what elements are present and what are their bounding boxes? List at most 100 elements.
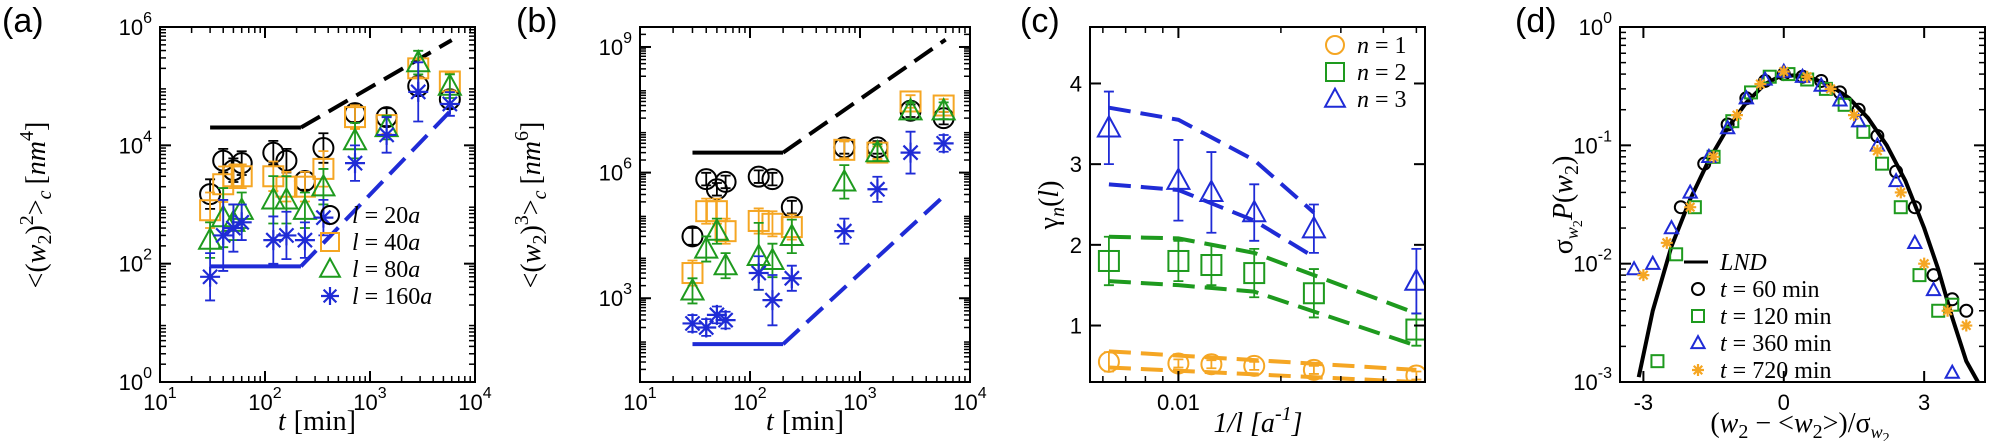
y-tick-label: 4 xyxy=(1070,71,1082,96)
data-point xyxy=(1730,109,1743,122)
legend-label: n = 1 xyxy=(1357,33,1407,59)
x-axis-label-b: t [min] xyxy=(766,406,844,437)
y-tick-label: 104 xyxy=(119,128,152,158)
legend-marker xyxy=(318,256,342,278)
error-bar xyxy=(1249,360,1260,371)
error-bar xyxy=(1173,239,1184,283)
data-point xyxy=(704,217,730,241)
data-point xyxy=(230,165,253,188)
x-tick-label: 103 xyxy=(843,385,876,415)
legend-label: t = 720 min xyxy=(1720,358,1832,384)
data-point xyxy=(897,97,924,121)
data-point xyxy=(1403,267,1425,291)
data-point xyxy=(712,252,739,276)
data-point xyxy=(759,246,786,271)
data-point xyxy=(1856,124,1871,139)
data-point xyxy=(276,225,297,246)
data-point xyxy=(1302,282,1325,305)
data-point xyxy=(1650,354,1665,369)
data-point xyxy=(213,225,234,246)
data-point xyxy=(1906,233,1924,250)
y-axis-label-d: σw2P(w2) xyxy=(1548,156,1586,255)
legend-marker xyxy=(1325,35,1345,55)
x-tick-label: 104 xyxy=(953,385,986,415)
reference-line xyxy=(1108,349,1417,372)
y-tick-label: 3 xyxy=(1070,152,1082,177)
data-point xyxy=(1889,164,1904,179)
data-point xyxy=(1301,215,1327,239)
error-bar xyxy=(1249,183,1260,242)
legend-marker xyxy=(1691,309,1705,323)
error-bar xyxy=(767,210,778,238)
data-point xyxy=(1660,236,1673,249)
data-point xyxy=(781,268,802,289)
data-point xyxy=(1243,354,1266,377)
reference-line xyxy=(1108,234,1418,316)
legend-label: l = 80a xyxy=(352,257,420,283)
data-point xyxy=(292,196,318,220)
y-tick-label: 10-3 xyxy=(1573,365,1612,395)
data-point xyxy=(200,266,221,287)
data-point xyxy=(197,226,223,250)
reference-line xyxy=(1108,279,1418,348)
data-point xyxy=(1871,144,1884,157)
x-axis-label-d: (w2 − <w2>)/σw2 xyxy=(1710,408,1889,441)
legend-marker xyxy=(320,232,340,252)
panel-label-a: (a) xyxy=(2,2,44,40)
data-point xyxy=(1167,249,1190,272)
data-point xyxy=(834,221,855,242)
data-point xyxy=(1912,268,1927,283)
error-bar xyxy=(720,174,731,190)
chart-panel-b: 101 102 103 104 103 106 109 t [min] <(w2)3>c[nm… xyxy=(511,26,987,437)
data-point xyxy=(223,218,244,239)
x-tick-label: 3 xyxy=(1918,390,1930,415)
data-point xyxy=(1096,114,1122,138)
x-axis-label-a: t [min] xyxy=(278,406,356,437)
x-tick-label: 0.01 xyxy=(1157,390,1200,415)
plot-area xyxy=(1096,90,1425,382)
data-point xyxy=(1870,128,1885,143)
legend-label: t = 120 min xyxy=(1720,304,1832,330)
x-tick-label: 101 xyxy=(623,385,656,415)
error-bar xyxy=(701,171,712,187)
legend-marker xyxy=(320,205,340,225)
reference-line xyxy=(1108,365,1417,382)
data-point xyxy=(1925,280,1942,297)
data-point xyxy=(1875,156,1890,171)
error-bar xyxy=(767,171,778,187)
data-point xyxy=(1758,73,1773,88)
y-tick-label: 109 xyxy=(599,30,632,60)
legend-label: LND xyxy=(1719,250,1767,276)
data-point xyxy=(1738,89,1755,105)
data-point xyxy=(1707,150,1720,163)
data-point xyxy=(1887,171,1905,188)
data-point xyxy=(864,139,891,163)
x-tick-label: 104 xyxy=(458,385,491,415)
y-axis-label-b: <(w2)3>c[nm6] xyxy=(511,122,551,289)
data-point xyxy=(1200,254,1223,277)
reference-line xyxy=(781,37,947,155)
data-point xyxy=(933,133,954,154)
error-bar xyxy=(1173,358,1184,369)
legend-marker xyxy=(321,287,339,305)
error-bar xyxy=(236,163,247,190)
y-tick-label: 2 xyxy=(1070,233,1082,258)
data-point xyxy=(1847,109,1860,122)
data-point xyxy=(762,290,783,311)
reference-line xyxy=(781,193,947,346)
data-point xyxy=(748,263,769,284)
data-point xyxy=(1198,178,1225,203)
data-point xyxy=(313,207,334,228)
data-point xyxy=(1894,186,1907,199)
data-point xyxy=(1941,304,1954,317)
data-point xyxy=(1200,353,1223,376)
legend-label: t = 60 min xyxy=(1720,277,1820,303)
chart-panel-c: 0.01 1 2 3 4 n = 1n = 2n = 3 1/l [a-1] γn(l) xyxy=(1034,26,1426,439)
data-point xyxy=(1405,318,1425,341)
error-bar xyxy=(753,169,764,184)
y-tick-label: 10-1 xyxy=(1573,128,1612,158)
y-axis-label-c: γn(l) xyxy=(1034,181,1069,231)
data-point xyxy=(1754,77,1767,90)
x-tick-label: 101 xyxy=(143,385,176,415)
